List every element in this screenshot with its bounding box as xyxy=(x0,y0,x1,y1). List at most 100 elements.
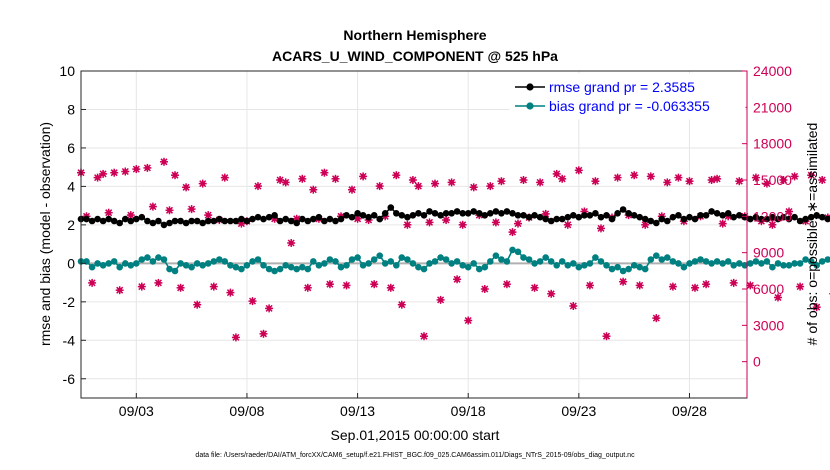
bias-point xyxy=(299,263,306,271)
bias-point xyxy=(182,262,190,269)
legend-box xyxy=(509,73,746,120)
rmse-point xyxy=(315,213,323,221)
rmse-point xyxy=(625,210,632,217)
obs-point xyxy=(204,211,213,220)
obs-point xyxy=(818,176,827,184)
rmse-point xyxy=(453,208,461,215)
y2-tick-label: 6000 xyxy=(753,281,784,297)
rmse-point xyxy=(393,210,400,217)
rmse-point xyxy=(216,215,223,223)
bias-point xyxy=(719,260,726,267)
bias-point xyxy=(586,260,594,267)
bias-point xyxy=(547,258,555,265)
rmse-point xyxy=(387,204,395,211)
obs-marker-stroke xyxy=(331,175,340,183)
rmse-point xyxy=(470,208,478,215)
obs-point xyxy=(325,280,334,289)
rmse-point xyxy=(818,213,826,221)
obs-marker-stroke xyxy=(647,172,655,180)
obs-point xyxy=(558,174,567,183)
chart-title: Northern Hemisphere xyxy=(343,27,486,43)
bias-point xyxy=(393,262,400,269)
rmse-point xyxy=(254,213,262,221)
bias-point xyxy=(188,263,195,271)
obs-point xyxy=(646,172,655,181)
bias-point xyxy=(144,254,151,261)
rmse-point xyxy=(785,215,793,223)
rmse-point xyxy=(525,213,533,221)
bias-point xyxy=(525,256,533,263)
bias-point xyxy=(354,254,361,261)
rmse-point xyxy=(431,210,439,217)
bias-point xyxy=(88,263,96,271)
bias-point xyxy=(630,262,638,269)
rmse-series xyxy=(77,204,830,229)
obs-marker-stroke xyxy=(99,170,107,178)
obs-marker-stroke xyxy=(116,286,124,294)
rmse-point xyxy=(138,213,146,221)
bias-point xyxy=(470,260,478,267)
obs-point xyxy=(619,277,628,286)
obs-marker-stroke xyxy=(448,178,456,186)
y-tick-label: 0 xyxy=(67,255,75,271)
obs-point xyxy=(807,171,816,180)
rmse-point xyxy=(586,212,594,219)
bias-point xyxy=(122,260,129,267)
obs-point xyxy=(547,289,556,298)
obs-marker-stroke xyxy=(708,176,716,184)
rmse-point xyxy=(702,212,710,219)
bias-point xyxy=(564,262,572,269)
y-tick-label: 6 xyxy=(67,140,75,156)
obs-point xyxy=(414,182,423,191)
bias-point xyxy=(365,260,372,267)
obs-marker-stroke xyxy=(304,284,312,292)
obs-point xyxy=(436,295,445,304)
obs-marker-stroke xyxy=(442,216,450,224)
x-axis-label: Sep.01,2015 00:00:00 start xyxy=(331,427,500,443)
obs-marker-stroke xyxy=(586,281,594,289)
obs-point xyxy=(779,176,788,184)
data-file-footer: data file: /Users/raeder/DAI/ATM_forcXX/… xyxy=(195,452,635,459)
obs-marker-stroke xyxy=(177,284,185,292)
obs-point xyxy=(652,314,661,323)
y-tick-label: -6 xyxy=(63,371,76,387)
bias-point xyxy=(780,262,787,269)
rmse-point xyxy=(188,217,195,225)
bias-point xyxy=(221,258,229,265)
bias-point xyxy=(326,256,334,263)
bias-point xyxy=(641,265,649,273)
obs-marker-stroke xyxy=(492,218,500,226)
bias-point xyxy=(464,263,472,271)
obs-marker-stroke xyxy=(785,207,793,216)
rmse-point xyxy=(553,215,560,223)
obs-point xyxy=(353,214,362,223)
obs-marker-stroke xyxy=(459,221,467,229)
bias-point xyxy=(210,258,218,265)
bias-point xyxy=(741,262,749,269)
bias-point xyxy=(216,256,223,263)
obs-marker-stroke xyxy=(470,183,478,191)
rmse-point xyxy=(636,213,643,221)
rmse-point xyxy=(321,217,328,225)
obs-marker-stroke xyxy=(160,158,168,166)
rmse-point xyxy=(204,217,212,225)
obs-marker-stroke xyxy=(774,293,782,302)
obs-point xyxy=(774,293,782,302)
obs-point xyxy=(342,281,351,290)
obs-point xyxy=(458,220,467,229)
obs-point xyxy=(126,211,135,220)
rmse-point xyxy=(498,210,505,217)
obs-marker-stroke xyxy=(387,284,395,292)
obs-point xyxy=(663,178,672,187)
obs-point xyxy=(287,239,296,247)
obs-marker-stroke xyxy=(143,164,151,172)
rmse-point xyxy=(227,217,234,225)
rmse-point xyxy=(404,213,411,221)
plot-frame xyxy=(80,70,748,399)
y2-tick-label: 9000 xyxy=(753,245,784,261)
obs-marker-stroke xyxy=(282,178,290,186)
obs-point xyxy=(110,168,119,177)
bias-point xyxy=(686,260,693,267)
rmse-point xyxy=(442,210,450,217)
